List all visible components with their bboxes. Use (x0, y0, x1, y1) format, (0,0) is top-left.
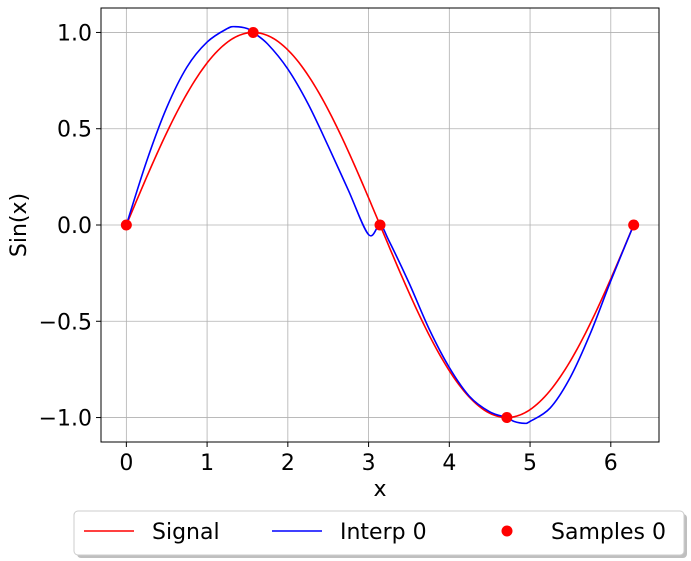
y-axis-label: Sin(x) (7, 193, 32, 257)
legend-label: Samples 0 (551, 520, 666, 545)
x-tick-label: 5 (523, 451, 537, 476)
legend: Signal Interp 0 Samples 0 (73, 510, 687, 558)
plot-series (120, 25, 640, 425)
x-tick-label: 3 (362, 451, 376, 476)
legend-label: Interp 0 (340, 520, 427, 545)
legend-box (73, 510, 685, 556)
legend-marker-swatch (501, 525, 513, 537)
y-tick-label: 1.0 (57, 21, 92, 46)
x-axis-ticks: 0 1 2 3 4 5 6 (119, 442, 618, 476)
sample-point (247, 26, 259, 38)
x-tick-label: 1 (200, 451, 214, 476)
x-tick-label: 2 (281, 451, 295, 476)
y-tick-label: 0.0 (57, 214, 92, 239)
y-tick-label: −0.5 (39, 310, 92, 335)
sample-point (120, 219, 132, 231)
sample-point (374, 219, 386, 231)
y-tick-label: 0.5 (57, 118, 92, 143)
sample-point (501, 412, 513, 424)
sample-point (628, 219, 640, 231)
x-axis-label: x (373, 477, 386, 502)
y-axis-ticks: −1.0 −0.5 0.0 0.5 1.0 (39, 21, 101, 432)
x-tick-label: 4 (442, 451, 456, 476)
legend-label: Signal (152, 520, 220, 545)
y-tick-label: −1.0 (39, 407, 92, 432)
grid (101, 8, 659, 442)
x-tick-label: 6 (604, 451, 618, 476)
x-tick-label: 0 (119, 451, 133, 476)
